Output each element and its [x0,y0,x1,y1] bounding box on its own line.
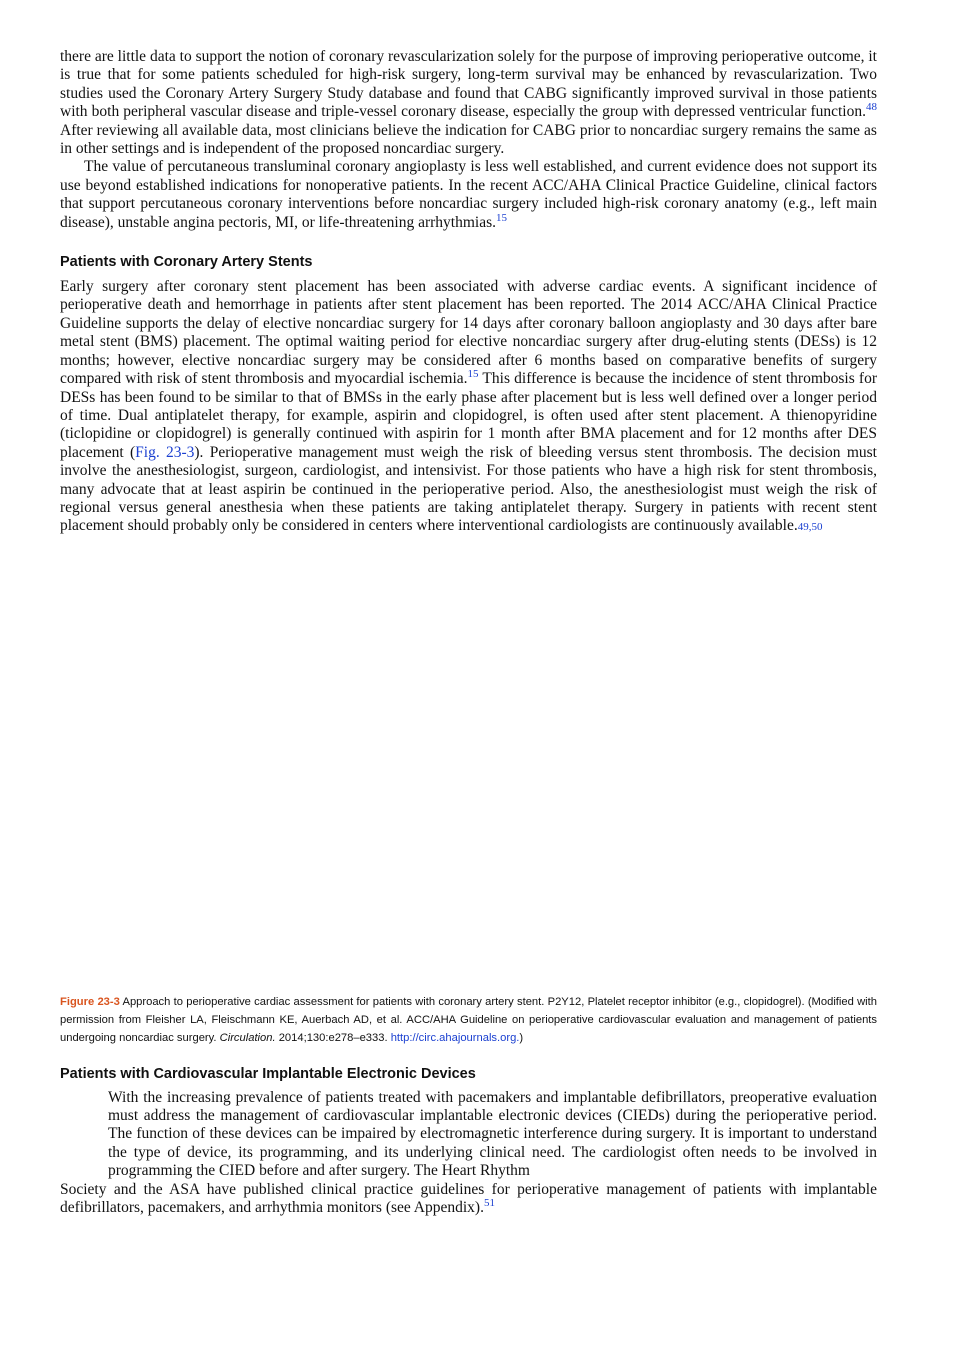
figure-link[interactable]: Fig. 23-3 [135,443,195,461]
paragraph-text: With the increasing prevalence of patien… [108,1088,877,1180]
caption-text: 2014;130:e278–e333. [275,1032,391,1045]
journal-title: Circulation. [219,1032,276,1045]
page: there are little data to support the not… [60,48,877,1217]
section-heading-cied: Patients with Cardiovascular Implantable… [60,1065,476,1082]
reference-48[interactable]: 48 [866,101,877,114]
paragraph-text: ). Perioperative management must weigh t… [60,443,877,535]
paragraph-text: Early surgery after coronary stent place… [60,278,877,388]
reference-15[interactable]: 15 [496,211,508,224]
journal-url-link[interactable]: http://circ.ahajournals.org. [390,1032,520,1045]
reference-51[interactable]: 51 [483,1196,495,1209]
paragraph-text: The value of percutaneous transluminal c… [60,158,877,231]
figure-caption: Figure 23-3 Approach to perioperative ca… [60,993,877,1048]
reference-49-50[interactable]: 49,50 [797,521,823,534]
paragraph-cabg: there are little data to support the not… [60,48,877,158]
reference-15[interactable]: 15 [467,367,479,380]
paragraph-text-continued: Society and the ASA have published clini… [60,1181,877,1218]
figure-label: Figure 23-3 [60,995,120,1008]
caption-text: ) [519,1032,524,1045]
paragraph-text: Society and the ASA have published clini… [60,1180,877,1217]
paragraph-pci: The value of percutaneous transluminal c… [60,158,877,232]
section-heading-stents: Patients with Coronary Artery Stents [60,254,313,271]
caption-text: Approach to perioperative cardiac assess… [60,995,877,1045]
paragraph-text: After reviewing all available data, most… [60,121,877,158]
paragraph-text: This difference is because the incidence… [60,370,877,461]
paragraph-cied: With the increasing prevalence of patien… [60,1089,877,1218]
paragraph-stents: Early surgery after coronary stent place… [60,278,877,537]
paragraph-text: there are little data to support the not… [60,48,877,121]
figure-space [60,537,877,993]
